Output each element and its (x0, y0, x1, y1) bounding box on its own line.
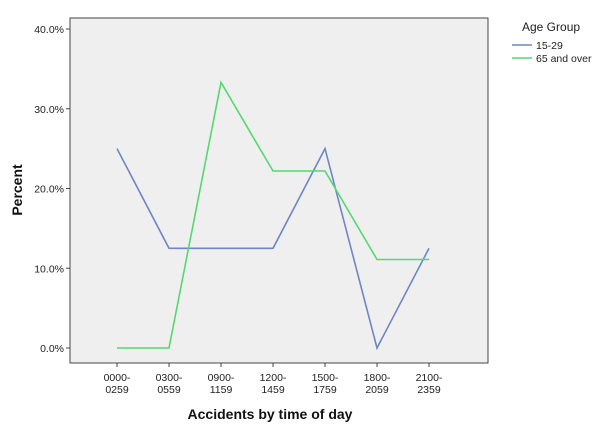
y-tick-label: 0.0% (40, 343, 64, 355)
x-tick-label: 1500-1759 (312, 372, 339, 396)
x-axis: 0000-0259 0300-0559 0900-1159 1200-1459 1500… (104, 363, 443, 396)
plot-area (69, 17, 489, 364)
y-tick-label: 20.0% (34, 184, 64, 196)
series-line-1 (116, 146, 430, 351)
y-axis: 0.0% 10.0% 20.0% 30.0% 40.0% (34, 24, 70, 355)
x-axis-title: Accidents by time of day (188, 406, 353, 422)
legend-label: 15-29 (536, 40, 563, 52)
y-tick-label: 40.0% (34, 24, 64, 36)
legend-label: 65 and over (536, 53, 592, 65)
series-lines (116, 80, 430, 351)
y-tick-label: 10.0% (34, 263, 64, 275)
x-tick-label: 1200-1459 (260, 372, 287, 396)
series-line-2 (117, 80, 429, 349)
y-axis-title: Percent (9, 164, 25, 216)
x-tick-label: 0900-1159 (208, 372, 235, 396)
x-tick-label: 2100-2359 (416, 372, 443, 396)
x-tick-label: 0000-0259 (104, 372, 131, 396)
x-tick-label: 0300-0559 (156, 372, 183, 396)
y-tick-label: 30.0% (34, 104, 64, 116)
x-tick-label: 1800-2059 (364, 372, 391, 396)
legend-title: Age Group (522, 20, 580, 34)
